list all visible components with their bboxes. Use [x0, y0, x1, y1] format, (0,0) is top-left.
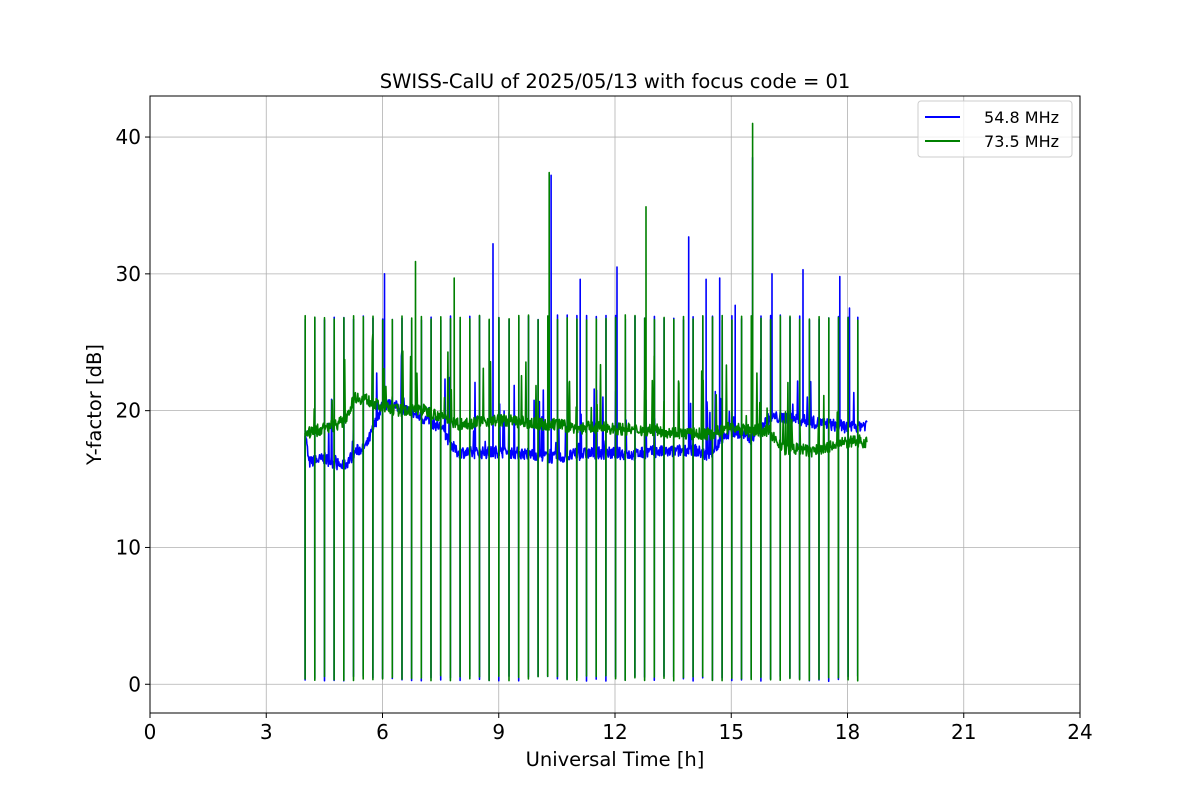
- legend-label-1: 54.8 MHz: [984, 108, 1059, 127]
- x-tick-label: 18: [835, 720, 860, 744]
- y-tick-label: 30: [116, 262, 141, 286]
- series-line-2: [304, 122, 868, 682]
- x-tick-label: 3: [260, 720, 273, 744]
- y-tick-label: 10: [116, 535, 141, 559]
- x-tick-label: 9: [492, 720, 505, 744]
- series-lines: [304, 122, 868, 683]
- x-tick-label: 6: [376, 720, 389, 744]
- y-axis-label: Y-factor [dB]: [83, 344, 106, 466]
- y-tick-label: 40: [116, 125, 141, 149]
- legend-label-2: 73.5 MHz: [984, 132, 1059, 151]
- y-tick-label: 20: [116, 399, 141, 423]
- x-tick-label: 21: [951, 720, 976, 744]
- x-tick-label: 24: [1067, 720, 1092, 744]
- y-tick-label: 0: [128, 672, 141, 696]
- legend: 54.8 MHz 73.5 MHz: [917, 100, 1073, 158]
- x-tick-label: 15: [719, 720, 744, 744]
- axis-ticks: 0 3 6 9 12 15 18 21 24 0 10 20 30 40: [116, 125, 1093, 744]
- chart-title: SWISS-CalU of 2025/05/13 with focus code…: [380, 70, 851, 93]
- x-tick-label: 12: [602, 720, 627, 744]
- legend-box: [917, 100, 1073, 158]
- x-axis-label: Universal Time [h]: [526, 748, 705, 771]
- x-tick-label: 0: [144, 720, 157, 744]
